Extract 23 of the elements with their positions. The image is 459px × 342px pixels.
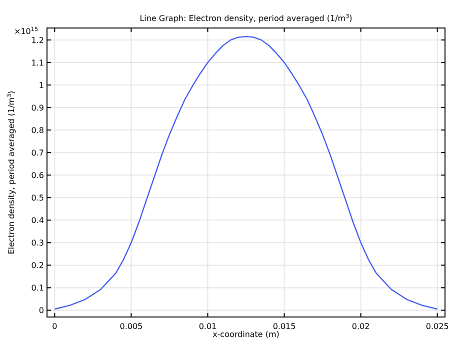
x-tick-label: 0.005: [120, 322, 143, 331]
y-tick-label: 0.6: [31, 171, 44, 180]
y-tick-label: 0.2: [31, 261, 44, 270]
text: ×10$^{15}$: [14, 26, 38, 36]
y-tick-label: 0.9: [31, 104, 44, 113]
x-tick-label: 0.01: [198, 322, 217, 331]
y-tick-label: 1: [38, 80, 44, 90]
y-tick-label: 1.1: [31, 58, 44, 68]
x-tick-label: 0.025: [426, 322, 449, 331]
y-tick-label: 1.2: [31, 36, 44, 45]
x-axis-title: x-coordinate (m): [212, 330, 280, 339]
y-tick-label: 0.4: [31, 216, 44, 226]
y-tick-label: 0.7: [31, 148, 44, 158]
y-tick-label: 0: [38, 306, 44, 316]
y-tick-label: 0.1: [31, 284, 44, 293]
x-tick-label: 0.02: [352, 322, 370, 331]
y-tick-label: 0.8: [31, 126, 44, 136]
x-tick-label: 0.015: [272, 322, 296, 331]
y-tick-label: 0.5: [31, 194, 44, 203]
y-tick-label: 0.3: [31, 238, 44, 248]
chart-title: Line Graph: Electron density, period averaged (1/m$^{3}$): [140, 13, 352, 23]
x-tick-label: 0: [52, 322, 58, 331]
line-series: [54, 36, 438, 310]
